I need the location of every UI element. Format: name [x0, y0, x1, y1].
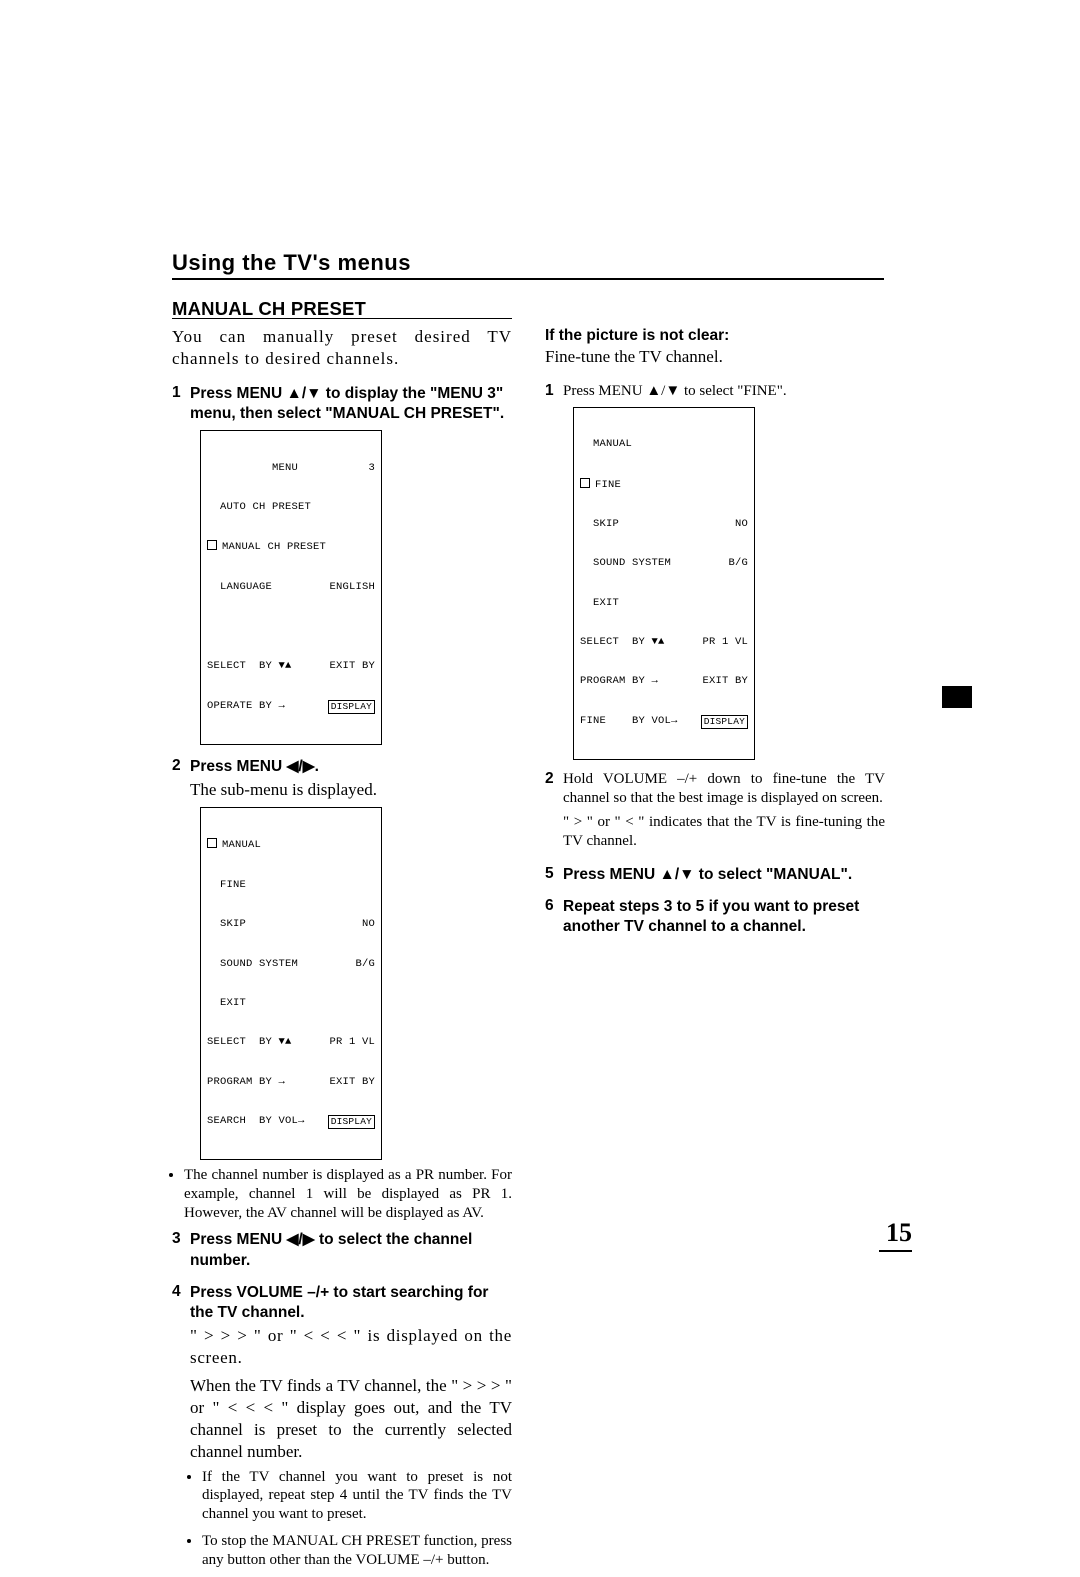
osd-fine-submenu: MANUAL FINE SKIP NO SOUND SYSTEM B/G EXIT … [573, 407, 755, 760]
osd-text: SKIP [580, 518, 619, 531]
display-button-icon: DISPLAY [328, 700, 375, 714]
text: . [315, 758, 319, 775]
display-button-icon: DISPLAY [328, 1115, 375, 1129]
section-title-rule [172, 278, 884, 280]
page-number-rule [879, 1250, 912, 1252]
osd-text: FINE [582, 479, 621, 491]
step-4-body-2: When the TV finds a TV channel, the " > … [190, 1375, 512, 1463]
osd-text: MANUAL [209, 839, 261, 851]
osd-text: FINE BY VOL→ [580, 715, 678, 729]
intro-text: You can manually preset desired TV chann… [172, 326, 512, 370]
osd-text: B/G [728, 557, 748, 570]
osd-text: LANGUAGE [207, 581, 272, 594]
osd-text: SELECT BY ▼▲ [207, 1036, 292, 1049]
osd-menu-3: MENU 3 AUTO CH PRESET MANUAL CH PRESET LA… [200, 430, 382, 745]
step-6: 6 Repeat steps 3 to 5 if you want to pre… [545, 897, 885, 937]
step-number: 1 [545, 382, 563, 400]
text: Press MENU [190, 1231, 286, 1248]
osd-text: AUTO CH PRESET [207, 501, 375, 514]
step-number: 1 [172, 384, 190, 402]
fine-step-2: 2 Hold VOLUME –/+ down to fine-tune the … [545, 770, 885, 851]
note-item: To stop the MANUAL CH PRESET function, p… [202, 1532, 512, 1570]
step-6-text: Repeat steps 3 to 5 if you want to prese… [563, 897, 885, 937]
osd-text: B/G [355, 958, 375, 971]
fine-step-1-text: Press MENU ▲/▼ to select "FINE". [563, 382, 885, 401]
osd-manual-submenu: MANUAL FINE SKIP NO SOUND SYSTEM B/G EXIT … [200, 807, 382, 1160]
arrows-icon: ▲/▼ [286, 385, 321, 402]
osd-text: SELECT BY ▼▲ [207, 660, 292, 673]
osd-text: MANUAL CH PRESET [209, 541, 326, 553]
edge-tab-icon [942, 686, 972, 708]
osd-text: EXIT [580, 597, 748, 610]
osd-text: SELECT BY ▼▲ [580, 636, 665, 649]
step-5: 5 Press MENU ▲/▼ to select "MANUAL". [545, 865, 885, 885]
osd-text: FINE [207, 879, 375, 892]
osd-text: EXIT [207, 997, 375, 1010]
step-5-text: Press MENU ▲/▼ to select "MANUAL". [563, 865, 885, 885]
osd-text: MANUAL CH PRESET [207, 540, 375, 554]
osd-text: 3 [368, 462, 375, 475]
step-1: 1 Press MENU ▲/▼ to display the "MENU 3"… [172, 384, 512, 424]
osd-text: ENGLISH [329, 581, 375, 594]
osd-text: OPERATE BY → [207, 700, 285, 714]
note-item: The channel number is displayed as a PR … [184, 1166, 512, 1222]
osd-text: MANUAL [207, 838, 375, 852]
osd-text: MANUAL [580, 438, 748, 451]
section-title: Using the TV's menus [172, 250, 411, 276]
fine-step-1: 1 Press MENU ▲/▼ to select "FINE". [545, 382, 885, 401]
text: Press MENU [190, 758, 286, 775]
osd-text: SKIP [207, 918, 246, 931]
step-2: 2 Press MENU ◀/▶. [172, 757, 512, 777]
osd-text: FINE [580, 478, 748, 492]
osd-text: PROGRAM BY → [580, 675, 658, 688]
not-clear-heading: If the picture is not clear: [545, 326, 885, 346]
step-3: 3 Press MENU ◀/▶ to select the channel n… [172, 1230, 512, 1270]
step-2-notes: The channel number is displayed as a PR … [172, 1166, 512, 1222]
osd-text: EXIT BY [329, 1076, 375, 1089]
osd-text: NO [362, 918, 375, 931]
osd-text: NO [735, 518, 748, 531]
step-number: 6 [545, 897, 563, 915]
step-3-text: Press MENU ◀/▶ to select the channel num… [190, 1230, 512, 1270]
heading-rule [172, 318, 512, 319]
arrows-icon: ◀/▶ [286, 758, 314, 775]
display-button-icon: DISPLAY [701, 715, 748, 729]
osd-text: MENU [207, 462, 298, 475]
osd-text: SOUND SYSTEM [207, 958, 298, 971]
osd-text: EXIT BY [702, 675, 748, 688]
osd-text: SEARCH BY VOL→ [207, 1115, 305, 1129]
step-number: 5 [545, 865, 563, 883]
arrows-icon: ◀/▶ [286, 1231, 314, 1248]
text: to select "MANUAL". [694, 866, 852, 883]
step-4-body-1: " > > > " or " < < < " is displayed on t… [190, 1325, 512, 1369]
step-number: 4 [172, 1283, 190, 1301]
step-number: 2 [172, 757, 190, 775]
not-clear-body: Fine-tune the TV channel. [545, 346, 885, 368]
fine-step-2-body: Hold VOLUME –/+ down to fine-tune the TV… [563, 770, 885, 851]
osd-text: PR 1 VL [702, 636, 748, 649]
page-number: 15 [886, 1218, 912, 1248]
step-number: 2 [545, 770, 563, 788]
osd-text: EXIT BY [329, 660, 375, 673]
arrows-icon: ▲/▼ [659, 866, 694, 883]
osd-text: PROGRAM BY → [207, 1076, 285, 1089]
text: Hold VOLUME –/+ down to fine-tune the TV… [563, 770, 885, 808]
step-4: 4 Press VOLUME –/+ to start searching fo… [172, 1283, 512, 1323]
text: Press MENU [563, 866, 659, 883]
note-item: If the TV channel you want to preset is … [202, 1468, 512, 1524]
step-number: 3 [172, 1230, 190, 1248]
step-2-text: Press MENU ◀/▶. [190, 757, 512, 777]
step-2-body: The sub-menu is displayed. [190, 779, 512, 801]
step-4-notes: If the TV channel you want to preset is … [190, 1468, 512, 1570]
step-1-text: Press MENU ▲/▼ to display the "MENU 3" m… [190, 384, 512, 424]
text: Press MENU [190, 385, 286, 402]
heading-manual-ch-preset: MANUAL CH PRESET [172, 298, 366, 320]
osd-text: SOUND SYSTEM [580, 557, 671, 570]
page: Using the TV's menus MANUAL CH PRESET Yo… [0, 0, 1080, 1528]
step-4-text: Press VOLUME –/+ to start searching for … [190, 1283, 512, 1323]
osd-text: PR 1 VL [329, 1036, 375, 1049]
text: " > " or " < " indicates that the TV is … [563, 813, 885, 851]
